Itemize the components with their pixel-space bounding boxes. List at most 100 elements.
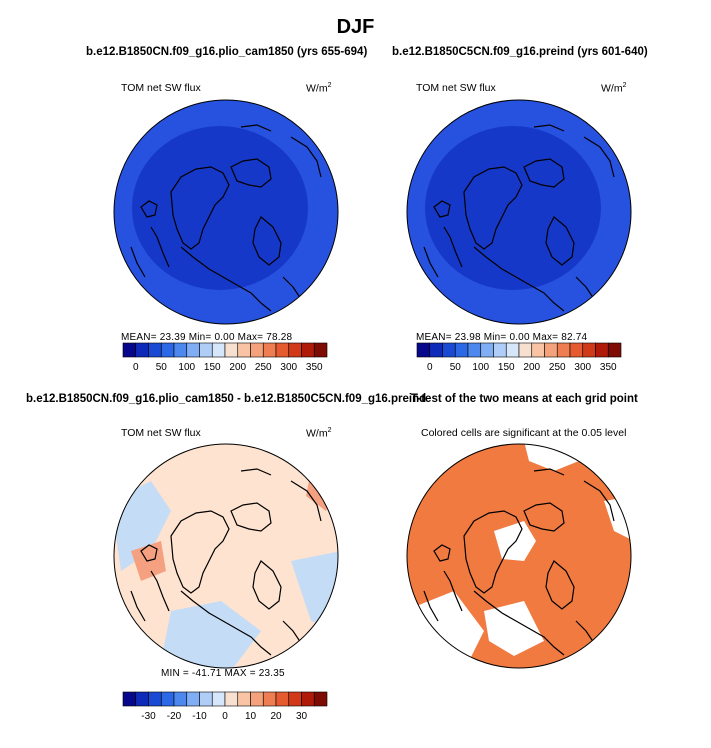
panel-3-polar-map <box>113 443 339 669</box>
colorbar-swatch <box>454 342 469 358</box>
colorbar-swatch <box>262 342 277 358</box>
coastline <box>583 480 615 522</box>
colorbar-swatch <box>442 342 456 358</box>
colorbar-tick-label: 300 <box>280 362 297 373</box>
colorbar-swatch <box>607 342 622 358</box>
colorbar-tick-label: 250 <box>549 362 566 373</box>
coastline <box>533 468 565 476</box>
colorbar-tick-label: 0 <box>427 362 433 373</box>
colorbar-swatch <box>262 691 277 707</box>
colorbar-swatch <box>480 342 494 358</box>
panel-1-variable-label: TOM net SW flux <box>121 82 201 94</box>
coastlines <box>423 468 615 656</box>
colorbar-swatch <box>173 691 188 707</box>
colorbar-tick-label: 200 <box>229 362 246 373</box>
not-significant-region <box>494 521 536 561</box>
coastline <box>170 166 230 250</box>
colorbar-swatch <box>493 342 507 358</box>
colorbar-swatch <box>186 342 200 358</box>
colorbar-tick-label: 50 <box>156 362 168 373</box>
panel-3-variable-label: TOM net SW flux <box>121 427 201 439</box>
colorbar-tick-label: 50 <box>450 362 462 373</box>
colorbar-swatch <box>544 342 558 358</box>
panel-2-units: W/m2 <box>601 82 627 95</box>
colorbar-tick-label: 350 <box>306 362 323 373</box>
coastlines <box>423 124 615 312</box>
colorbar-tick-label: 20 <box>270 711 282 722</box>
panel-3-units: W/m2 <box>306 427 332 440</box>
colorbar-swatch <box>211 342 226 358</box>
panel-1-stats: MEAN= 23.39 Min= 0.00 Max= 78.28 <box>121 332 293 343</box>
arctic-region <box>132 126 308 290</box>
map-border <box>113 443 339 669</box>
coastline <box>180 246 272 312</box>
colorbar-swatch <box>505 342 520 358</box>
not-significant-region <box>484 601 544 656</box>
coastlines <box>130 468 322 656</box>
map-fill <box>114 444 338 668</box>
panel-2-colorbar: 0 50 100 150 200 250 300 350 <box>416 342 622 373</box>
colorbar-swatch <box>160 691 175 707</box>
colorbar-swatch <box>186 691 200 707</box>
colorbar-swatch <box>301 342 315 358</box>
panel-2-polar-map <box>406 99 632 325</box>
anomaly-patch <box>161 601 261 668</box>
coastline <box>433 544 451 562</box>
coastline <box>545 560 575 610</box>
panel-3-run-title: b.e12.B1850CN.f09_g16.plio_cam1850 - b.e… <box>26 393 427 405</box>
colorbar-swatch <box>595 342 609 358</box>
coastline <box>290 136 322 178</box>
colorbar-swatch <box>301 691 315 707</box>
coastline <box>423 590 439 622</box>
panel-4-run-title: T-test of the two means at each grid poi… <box>411 393 638 405</box>
coastline <box>230 158 272 188</box>
coastline <box>180 590 272 656</box>
panel-4-note: Colored cells are significant at the 0.0… <box>421 427 627 439</box>
colorbar-swatch <box>173 342 188 358</box>
arctic-region <box>425 126 601 290</box>
colorbar-tick-label: -30 <box>141 711 156 722</box>
coastline <box>150 226 170 268</box>
colorbar-swatch <box>416 342 431 358</box>
colorbar-tick-label: 0 <box>222 711 228 722</box>
colorbar-tick-label: 10 <box>245 711 257 722</box>
colorbar-swatch <box>160 342 175 358</box>
coastline <box>252 560 282 610</box>
colorbar-swatch <box>148 691 162 707</box>
panel-1-colorbar: 0 50 100 150 200 250 300 350 <box>122 342 328 373</box>
colorbar-swatch <box>148 342 162 358</box>
coastline <box>523 502 565 532</box>
coastline <box>140 200 158 218</box>
colorbar-swatch <box>288 691 302 707</box>
colorbar-swatch <box>199 691 213 707</box>
panel-1-polar-map <box>113 99 339 325</box>
coastline <box>130 590 146 622</box>
map-fill <box>114 100 338 324</box>
coastline <box>140 544 158 562</box>
colorbar-swatch <box>582 342 596 358</box>
coastline <box>150 570 170 612</box>
colorbar-tick-label: 30 <box>296 711 308 722</box>
colorbar-tick-label: -10 <box>192 711 207 722</box>
colorbar-swatch <box>429 342 443 358</box>
coastline <box>473 590 565 656</box>
colorbar-swatch <box>199 342 213 358</box>
colorbar-tick-label: 300 <box>574 362 591 373</box>
panel-2-variable-label: TOM net SW flux <box>416 82 496 94</box>
coastline <box>433 200 451 218</box>
colorbar-swatch <box>556 342 571 358</box>
page-title: DJF <box>336 16 375 38</box>
coastline <box>423 246 439 278</box>
colorbar-tick-label: 250 <box>255 362 272 373</box>
panel-3-stats: MIN = -41.71 MAX = 23.35 <box>161 668 285 679</box>
colorbar-tick-label: 150 <box>498 362 515 373</box>
panel-1-units: W/m2 <box>306 82 332 95</box>
colorbar-swatch <box>531 342 545 358</box>
coastline <box>545 216 575 266</box>
coastline <box>533 124 565 132</box>
colorbar-swatch <box>313 691 328 707</box>
colorbar-swatch <box>211 691 226 707</box>
map-border <box>113 99 339 325</box>
coastline <box>523 158 565 188</box>
coastline <box>463 510 523 594</box>
